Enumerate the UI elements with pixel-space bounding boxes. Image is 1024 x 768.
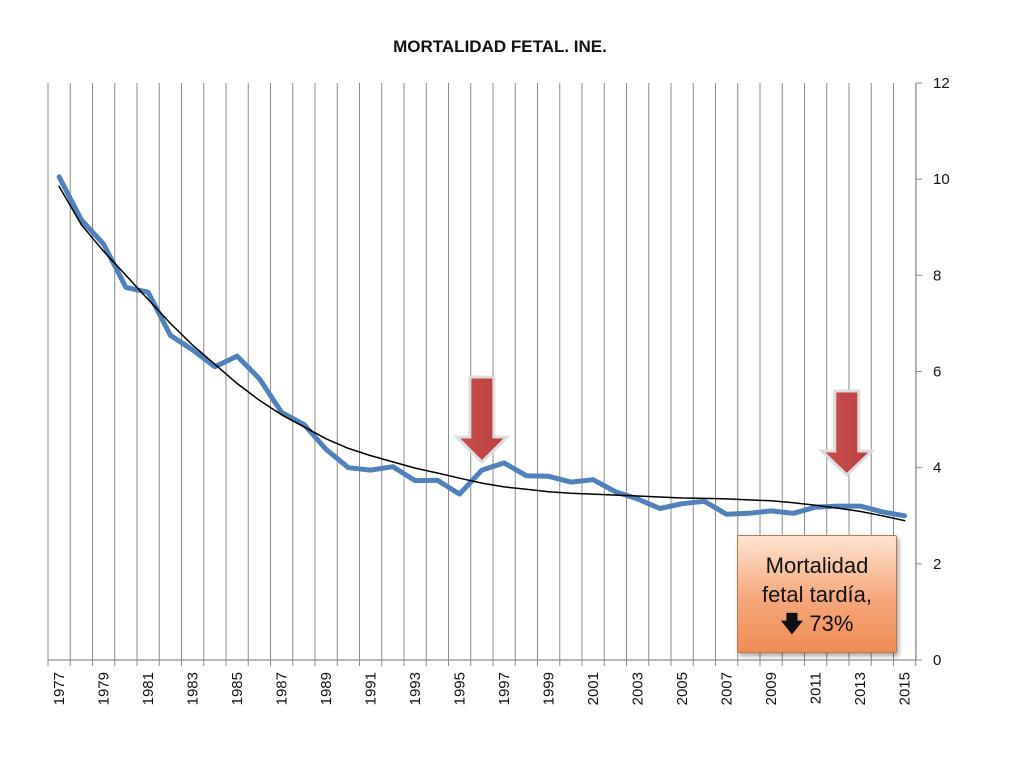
x-tick-label: 1981 bbox=[140, 672, 157, 705]
y-tick-label: 8 bbox=[933, 267, 941, 284]
x-tick-label: 2003 bbox=[630, 672, 647, 705]
x-tick-label: 1991 bbox=[363, 672, 380, 705]
callout-box: Mortalidad fetal tardía, 🡇 73% bbox=[737, 535, 897, 653]
x-tick-label: 1997 bbox=[496, 672, 513, 705]
x-tick-label: 1989 bbox=[318, 672, 335, 705]
series-line-mortality bbox=[56, 174, 908, 519]
x-tick-label: 1985 bbox=[229, 672, 246, 705]
x-tick-label: 2005 bbox=[674, 672, 691, 705]
y-tick-label: 12 bbox=[933, 75, 950, 92]
down-arrow-icon bbox=[818, 389, 876, 478]
y-tick-label: 10 bbox=[933, 171, 950, 188]
x-tick-label: 1995 bbox=[452, 672, 469, 705]
callout-line-3: 🡇 73% bbox=[781, 609, 854, 638]
x-tick-label: 1977 bbox=[51, 672, 68, 705]
y-tick-label: 2 bbox=[933, 556, 941, 573]
tick-labels: 0 2 4 6 8 10 12 1977 1979 1981 1983 1985 1987 1989 199… bbox=[51, 75, 950, 705]
callout-line-2: fetal tardía, bbox=[761, 581, 873, 607]
y-tick-label: 6 bbox=[933, 364, 941, 381]
down-arrow-icon bbox=[453, 375, 511, 465]
grid-lines bbox=[47, 83, 917, 660]
chart-title: MORTALIDAD FETAL. INE. bbox=[393, 37, 607, 56]
x-tick-label: 2001 bbox=[585, 672, 602, 705]
x-tick-label: 1993 bbox=[407, 672, 424, 705]
series-lines bbox=[56, 174, 908, 522]
axes bbox=[47, 82, 922, 666]
y-tick-label: 0 bbox=[933, 652, 941, 669]
x-tick-label: 1999 bbox=[541, 672, 558, 705]
x-tick-label: 1983 bbox=[185, 672, 202, 705]
down-arrow-icon: 🡇 bbox=[780, 610, 804, 636]
x-tick-label: 2011 bbox=[808, 672, 825, 704]
x-tick-label: 2007 bbox=[719, 672, 736, 705]
x-tick-label: 2009 bbox=[763, 672, 780, 705]
x-tick-label: 2013 bbox=[852, 672, 869, 705]
series-line-trend bbox=[58, 185, 906, 522]
callout-line-1: Mortalidad bbox=[765, 552, 869, 578]
x-tick-label: 1979 bbox=[96, 672, 113, 705]
x-tick-label: 1987 bbox=[274, 672, 291, 705]
callout-percent: 73% bbox=[809, 610, 854, 636]
x-tick-label: 2015 bbox=[897, 672, 914, 705]
y-tick-label: 4 bbox=[933, 460, 941, 477]
arrow-markers bbox=[453, 375, 876, 478]
